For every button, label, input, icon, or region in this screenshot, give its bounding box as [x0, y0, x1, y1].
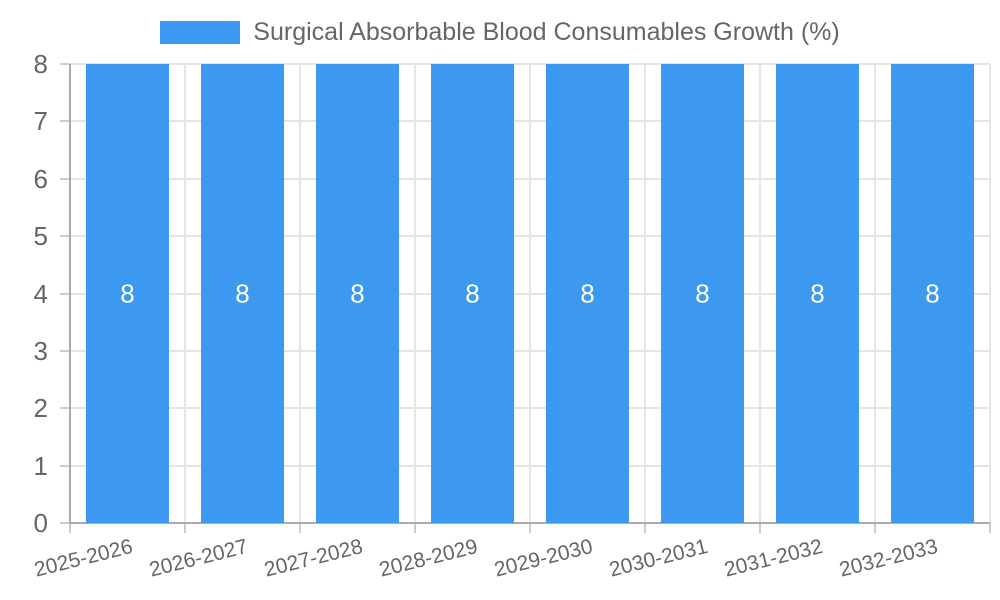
legend-label: Surgical Absorbable Blood Consumables Gr…	[253, 17, 840, 46]
x-tick-mark	[69, 523, 71, 533]
bar[interactable]	[201, 64, 284, 523]
y-axis-tick-label: 0	[33, 508, 48, 538]
x-tick-mark	[989, 523, 991, 533]
y-axis-tick-label: 5	[33, 221, 48, 252]
x-tick-mark	[759, 523, 761, 533]
x-gridline	[184, 64, 186, 523]
y-axis-tick-label: 6	[33, 163, 48, 194]
bar[interactable]	[431, 64, 514, 523]
legend-swatch	[160, 20, 241, 44]
y-tick-mark	[60, 120, 70, 123]
x-axis-tick-label: 2026-2027	[147, 535, 251, 582]
y-tick-mark	[60, 63, 70, 65]
y-tick-mark	[60, 292, 70, 295]
x-gridline	[874, 64, 876, 523]
x-tick-mark	[184, 523, 186, 533]
x-axis-tick-label: 2028-2029	[377, 535, 481, 582]
x-gridline	[529, 64, 531, 523]
x-gridline	[759, 64, 761, 523]
x-gridline	[989, 64, 991, 523]
chart-legend[interactable]: Surgical Absorbable Blood Consumables Gr…	[0, 14, 1000, 50]
x-axis-tick-label: 2027-2028	[262, 535, 366, 582]
y-tick-mark	[60, 522, 70, 524]
y-axis-line	[69, 64, 71, 524]
x-axis-tick-label: 2030-2031	[607, 535, 711, 582]
y-tick-mark	[60, 407, 70, 410]
y-axis-tick-label: 4	[33, 278, 48, 309]
y-tick-mark	[60, 177, 70, 180]
x-axis-tick-label: 2029-2030	[492, 535, 596, 582]
y-tick-mark	[60, 349, 70, 352]
x-tick-mark	[644, 523, 646, 533]
x-tick-mark	[414, 523, 416, 533]
x-gridline	[299, 64, 301, 523]
bar[interactable]	[661, 64, 744, 523]
y-axis-tick-label: 3	[33, 335, 48, 366]
x-tick-mark	[299, 523, 301, 533]
y-tick-mark	[60, 235, 70, 238]
x-tick-mark	[529, 523, 531, 533]
x-axis-line	[69, 522, 990, 524]
x-axis-tick-label: 2031-2032	[722, 535, 826, 582]
y-axis-tick-label: 8	[33, 49, 48, 79]
y-axis-tick-label: 1	[33, 450, 48, 481]
bar[interactable]	[546, 64, 629, 523]
y-tick-mark	[60, 464, 70, 467]
bar[interactable]	[891, 64, 974, 523]
y-axis-tick-label: 2	[33, 393, 48, 424]
x-axis-tick-label: 2025-2026	[32, 535, 136, 582]
x-gridline	[414, 64, 416, 523]
x-axis-tick-label: 2032-2033	[837, 535, 941, 582]
x-gridline	[644, 64, 646, 523]
y-axis-tick-label: 7	[33, 106, 48, 137]
bar[interactable]	[776, 64, 859, 523]
bar[interactable]	[86, 64, 169, 523]
x-tick-mark	[874, 523, 876, 533]
bar[interactable]	[316, 64, 399, 523]
